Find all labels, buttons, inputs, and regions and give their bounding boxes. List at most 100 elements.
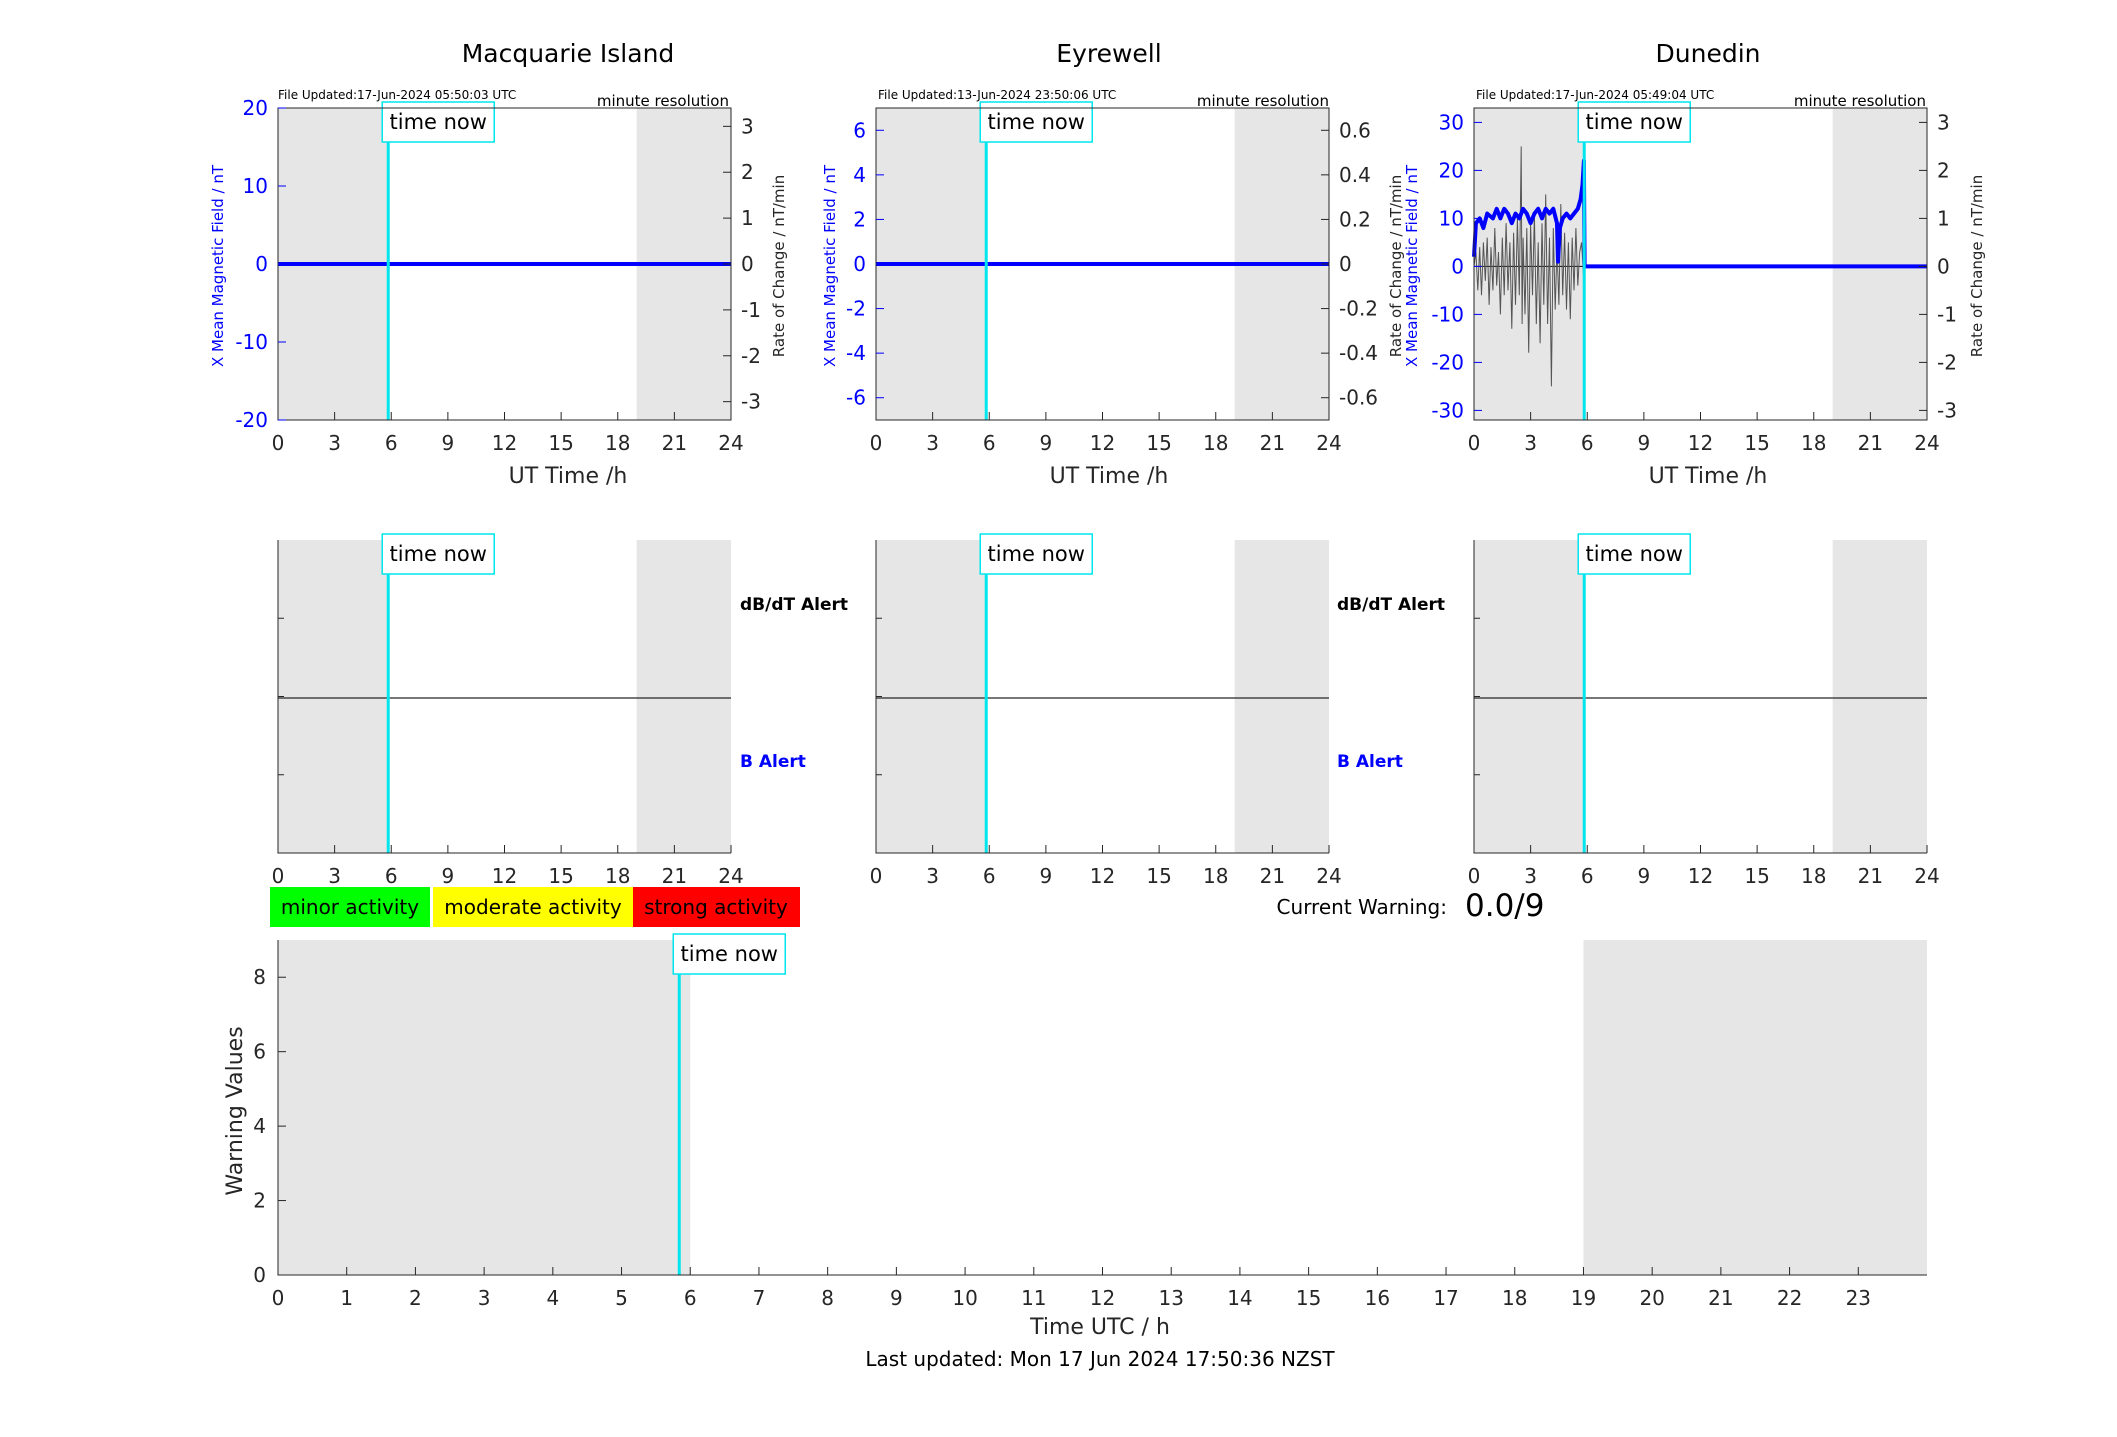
night-shade-region bbox=[1234, 540, 1329, 853]
axis-ticks: 0 3 6 9 12 15 18 21 24 6 4 2 0 -2 -4 -6 0.6 0.4 0.2 0 -0.2 -0… bbox=[846, 118, 1378, 455]
y-tick-label-right: -2 bbox=[741, 344, 761, 368]
y-tick-label-left: -30 bbox=[1431, 398, 1464, 422]
y-tick-label-right: -1 bbox=[741, 298, 761, 322]
y-tick-label-left: 2 bbox=[853, 207, 866, 231]
x-tick-label: 18 bbox=[1801, 864, 1826, 888]
axis-ticks: 0 1 2 3 4 5 6 7 8 9 10 11 12 13 14 15 16 17 18 19 20 21 22 2302… bbox=[253, 965, 1871, 1310]
axis-ticks: 0 3 6 9 12 15 18 21 24 bbox=[870, 617, 1342, 888]
y-tick-label-left: 30 bbox=[1439, 110, 1464, 134]
y-tick-label-right: 3 bbox=[741, 114, 754, 138]
y-tick-label-left: -2 bbox=[846, 297, 866, 321]
x-axis-label: UT Time /h bbox=[1649, 464, 1768, 489]
axis-ticks: 0 3 6 9 12 15 18 21 24 bbox=[272, 617, 744, 888]
x-tick-label: 24 bbox=[718, 431, 743, 455]
time-now-box bbox=[1577, 101, 1691, 143]
x-tick-label: 9 bbox=[890, 1286, 903, 1310]
x-tick-label: 22 bbox=[1777, 1286, 1802, 1310]
x-tick-label: 12 bbox=[1090, 864, 1115, 888]
x-tick-label: 0 bbox=[272, 864, 285, 888]
y-tick-label-left: 0 bbox=[853, 252, 866, 276]
time-now-label: time now bbox=[988, 542, 1085, 566]
x-tick-label: 12 bbox=[1090, 431, 1115, 455]
y-tick-label-right: 1 bbox=[741, 206, 754, 230]
time-now-label: time now bbox=[390, 542, 487, 566]
time-now-marker: time now bbox=[381, 533, 495, 853]
x-tick-label: 13 bbox=[1158, 1286, 1183, 1310]
x-tick-label: 0 bbox=[870, 431, 883, 455]
y-tick-label-left: -6 bbox=[846, 386, 866, 410]
night-shading bbox=[1474, 540, 1927, 853]
panel-macquarie: time now 0 3 6 9 12 15 18 21 2420100-10-203210-1… bbox=[209, 39, 788, 489]
x-tick-label: 15 bbox=[548, 431, 573, 455]
x-tick-label: 3 bbox=[926, 431, 939, 455]
resolution-label: minute resolution bbox=[1197, 92, 1329, 110]
file-updated: File Updated:13-Jun-2024 23:50:06 UTC bbox=[878, 88, 1116, 102]
x-tick-label: 12 bbox=[1688, 431, 1713, 455]
x-tick-label: 3 bbox=[926, 864, 939, 888]
time-now-marker: time now bbox=[1577, 101, 1691, 420]
y-tick-label: 4 bbox=[253, 1114, 266, 1138]
night-shade-region bbox=[1474, 540, 1585, 853]
time-now-box bbox=[381, 533, 495, 575]
y-tick-label-left: -10 bbox=[235, 330, 268, 354]
y-tick-label-left: -20 bbox=[235, 408, 268, 432]
x-tick-label: 19 bbox=[1571, 1286, 1596, 1310]
time-now-marker: time now bbox=[1577, 533, 1691, 853]
y-tick-label-left: -4 bbox=[846, 341, 866, 365]
x-tick-label: 15 bbox=[1744, 431, 1769, 455]
x-tick-label: 18 bbox=[605, 431, 630, 455]
legend-minor-swatch bbox=[270, 887, 430, 927]
time-now-marker: time now bbox=[381, 101, 495, 420]
y-tick-label-right: 1 bbox=[1937, 206, 1950, 230]
x-tick-label: 24 bbox=[718, 864, 743, 888]
x-tick-label: 6 bbox=[1581, 864, 1594, 888]
x-tick-label: 9 bbox=[442, 431, 455, 455]
night-shading bbox=[876, 540, 1329, 853]
x-tick-label: 0 bbox=[870, 864, 883, 888]
last-updated: Last updated: Mon 17 Jun 2024 17:50:36 N… bbox=[865, 1347, 1335, 1371]
x-tick-label: 3 bbox=[478, 1286, 491, 1310]
time-now-box bbox=[672, 933, 787, 975]
panel-eyrewell: time now 0 3 6 9 12 15 18 21 246420-2-4-60.60.40… bbox=[821, 39, 1378, 489]
x-tick-label: 21 bbox=[662, 864, 687, 888]
time-now-box bbox=[381, 101, 495, 143]
activity-legend: minor activity moderate activity strong … bbox=[270, 887, 800, 927]
x-tick-label: 24 bbox=[1316, 864, 1341, 888]
file-updated: File Updated:17-Jun-2024 05:50:03 UTC bbox=[278, 88, 516, 102]
time-now-marker: time now bbox=[979, 533, 1093, 853]
y-tick-label-right: 0.4 bbox=[1339, 163, 1371, 187]
night-shade-region bbox=[278, 940, 691, 1275]
dbdt-alert-label: dB/dT Alert bbox=[1337, 595, 1445, 615]
x-tick-label: 15 bbox=[1146, 431, 1171, 455]
night-shade-region bbox=[1583, 940, 1927, 1275]
y-axis-label-left: X Mean Magnetic Field / nT bbox=[209, 164, 227, 367]
x-tick-label: 6 bbox=[983, 864, 996, 888]
x-tick-label: 9 bbox=[1638, 431, 1651, 455]
x-tick-label: 18 bbox=[1502, 1286, 1527, 1310]
x-tick-label: 21 bbox=[662, 431, 687, 455]
panel-title: Macquarie Island bbox=[462, 39, 675, 68]
legend-moderate-swatch bbox=[433, 887, 633, 927]
x-tick-label: 12 bbox=[492, 431, 517, 455]
y-tick-label-right: -1 bbox=[1937, 302, 1957, 326]
x-tick-label: 6 bbox=[385, 431, 398, 455]
x-tick-label: 24 bbox=[1316, 431, 1341, 455]
legend-moderate-label: moderate activity bbox=[444, 895, 622, 919]
file-updated: File Updated:17-Jun-2024 05:49:04 UTC bbox=[1476, 88, 1714, 102]
dbdt-alert-label: dB/dT Alert bbox=[740, 595, 848, 615]
x-tick-label: 0 bbox=[272, 431, 285, 455]
panel-title: Eyrewell bbox=[1056, 39, 1161, 68]
x-tick-label: 12 bbox=[1688, 864, 1713, 888]
y-tick-label-right: 0 bbox=[1937, 254, 1950, 278]
time-now-label: time now bbox=[681, 942, 778, 966]
alert-panel-dunedin: time now 0 3 6 9 12 15 18 21 24 bbox=[1468, 533, 1940, 888]
night-shade-region bbox=[278, 540, 389, 853]
x-tick-label: 5 bbox=[615, 1286, 628, 1310]
x-tick-label: 17 bbox=[1433, 1286, 1458, 1310]
y-tick-label-right: 0 bbox=[1339, 252, 1352, 276]
x-tick-label: 15 bbox=[548, 864, 573, 888]
night-shade-region bbox=[876, 540, 987, 853]
y-tick-label-right: 0.6 bbox=[1339, 118, 1371, 142]
time-now-label: time now bbox=[1586, 110, 1683, 134]
